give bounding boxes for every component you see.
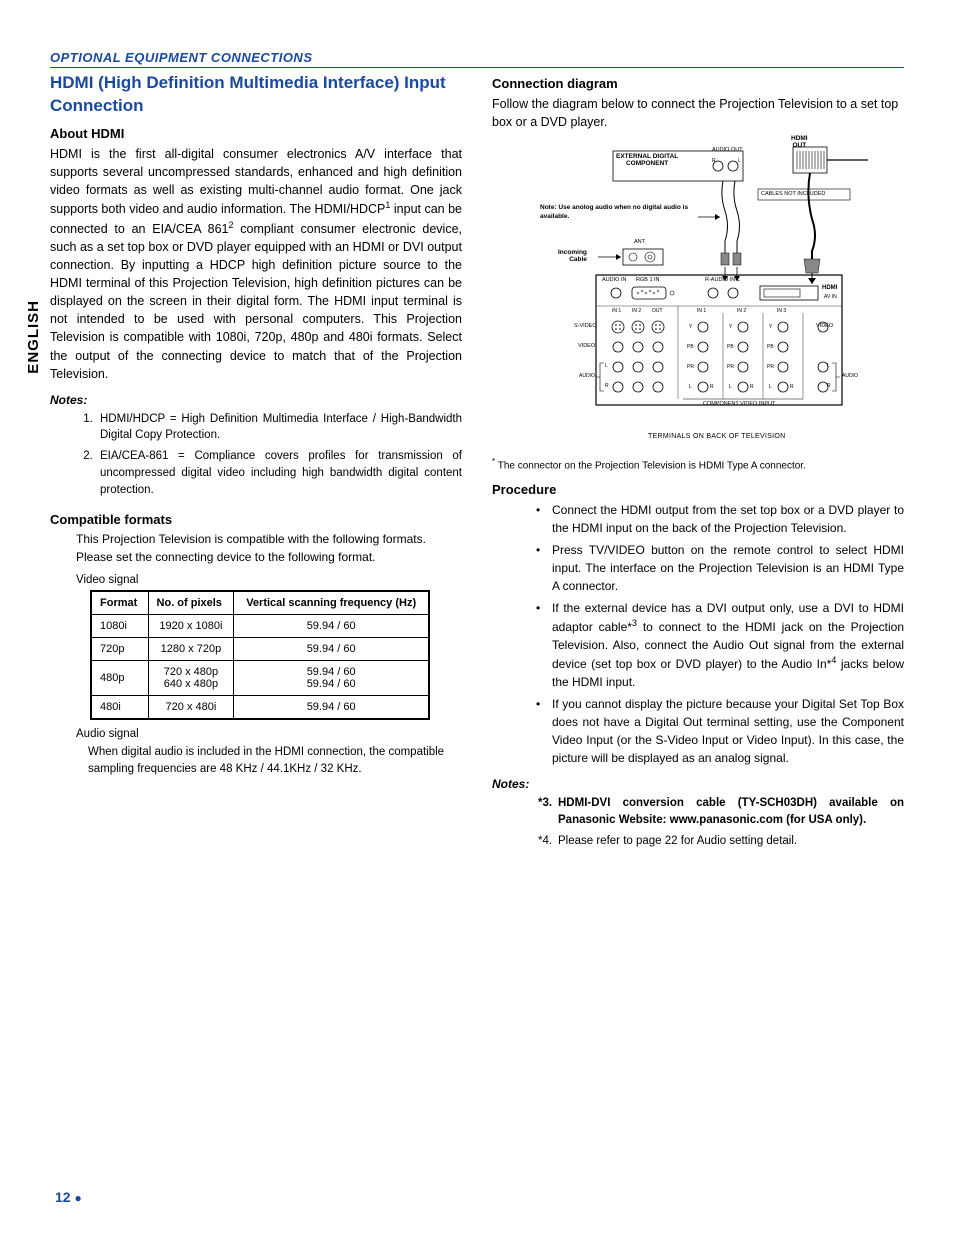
ext-comp-label: EXTERNAL DIGITAL COMPONENT — [616, 153, 678, 167]
language-tab: ENGLISH — [25, 300, 42, 374]
hdmi-notes-list: HDMI/HDCP = High Definition Multimedia I… — [50, 411, 462, 498]
procedure-heading: Procedure — [492, 482, 904, 497]
proc-item: Connect the HDMI output from the set top… — [536, 501, 904, 537]
compat-intro: This Projection Television is compatible… — [50, 531, 462, 566]
right-column: Connection diagram Follow the diagram be… — [492, 72, 904, 854]
th-format: Format — [91, 591, 148, 615]
ant-label: ANT — [634, 239, 645, 245]
incoming-cable-label: Incoming Cable — [558, 249, 587, 263]
note-item: HDMI/HDCP = High Definition Multimedia I… — [96, 411, 462, 444]
audio-signal-label: Audio signal — [50, 728, 462, 740]
procedure-list: Connect the HDMI output from the set top… — [492, 501, 904, 767]
hdmi-label: HDMI — [822, 285, 837, 291]
conn-intro: Follow the diagram below to connect the … — [492, 95, 904, 131]
section-header: OPTIONAL EQUIPMENT CONNECTIONS — [50, 50, 904, 68]
right-notes-label: Notes: — [492, 777, 904, 791]
format-table: Format No. of pixels Vertical scanning f… — [90, 590, 430, 720]
proc-item: If the external device has a DVI output … — [536, 599, 904, 691]
hdmi-out-label: HDMI OUT — [791, 135, 808, 149]
rgb-in-label: RGB 1 IN — [636, 277, 660, 283]
about-hdmi-heading: About HDMI — [50, 126, 462, 141]
table-row: 1080i 1920 x 1080i 59.94 / 60 — [91, 614, 429, 637]
page-number: 12 ● — [55, 1189, 82, 1205]
note-item: EIA/CEA-861 = Compliance covers profiles… — [96, 448, 462, 498]
diagram-caption: * The connector on the Projection Televi… — [492, 457, 904, 471]
audio-in-label: AUDIO IN — [602, 277, 626, 283]
audio-note: When digital audio is included in the HD… — [50, 744, 462, 777]
notes-label: Notes: — [50, 393, 462, 407]
note-item: *3.HDMI-DVI conversion cable (TY-SCH03DH… — [538, 795, 904, 830]
table-row: 480p 720 x 480p 640 x 480p 59.94 / 60 59… — [91, 660, 429, 695]
left-column: HDMI (High Definition Multimedia Interfa… — [50, 72, 462, 854]
video-label: VIDEO — [578, 343, 595, 349]
right-notes-list: *3.HDMI-DVI conversion cable (TY-SCH03DH… — [492, 795, 904, 851]
cables-not-label: CABLES NOT INCLUDED — [761, 191, 825, 197]
connection-diagram-heading: Connection diagram — [492, 76, 904, 91]
svideo-label: S-VIDEO — [574, 323, 597, 329]
about-hdmi-body: HDMI is the first all-digital consumer e… — [50, 145, 462, 383]
compatible-formats-heading: Compatible formats — [50, 512, 462, 527]
table-row: 480i 720 x 480i 59.94 / 60 — [91, 695, 429, 719]
audio-out-label: AUDIO OUT — [712, 147, 743, 153]
comp-input-label: COMPONENT VIDEO INPUT — [703, 401, 775, 407]
av-in-label: AV IN — [824, 294, 837, 300]
hdmi-title: HDMI (High Definition Multimedia Interfa… — [50, 72, 462, 118]
r-audio-in-label: R-AUDIO IN-L — [705, 277, 740, 283]
note-analog: Note: Use anolog audio when no digital a… — [540, 204, 696, 221]
video-signal-label: Video signal — [50, 574, 462, 586]
connection-diagram: HDMI OUT EXTERNAL DIGITAL COMPONENT AUDI… — [508, 141, 888, 451]
note-item: *4.Please refer to page 22 for Audio set… — [538, 833, 904, 850]
proc-item: Press TV/VIDEO button on the remote cont… — [536, 541, 904, 595]
table-row: 720p 1280 x 720p 59.94 / 60 — [91, 637, 429, 660]
th-freq: Vertical scanning frequency (Hz) — [234, 591, 429, 615]
th-pixels: No. of pixels — [148, 591, 234, 615]
proc-item: If you cannot display the picture becaus… — [536, 695, 904, 767]
terminals-label: TERMINALS ON BACK OF TELEVISION — [648, 433, 786, 440]
